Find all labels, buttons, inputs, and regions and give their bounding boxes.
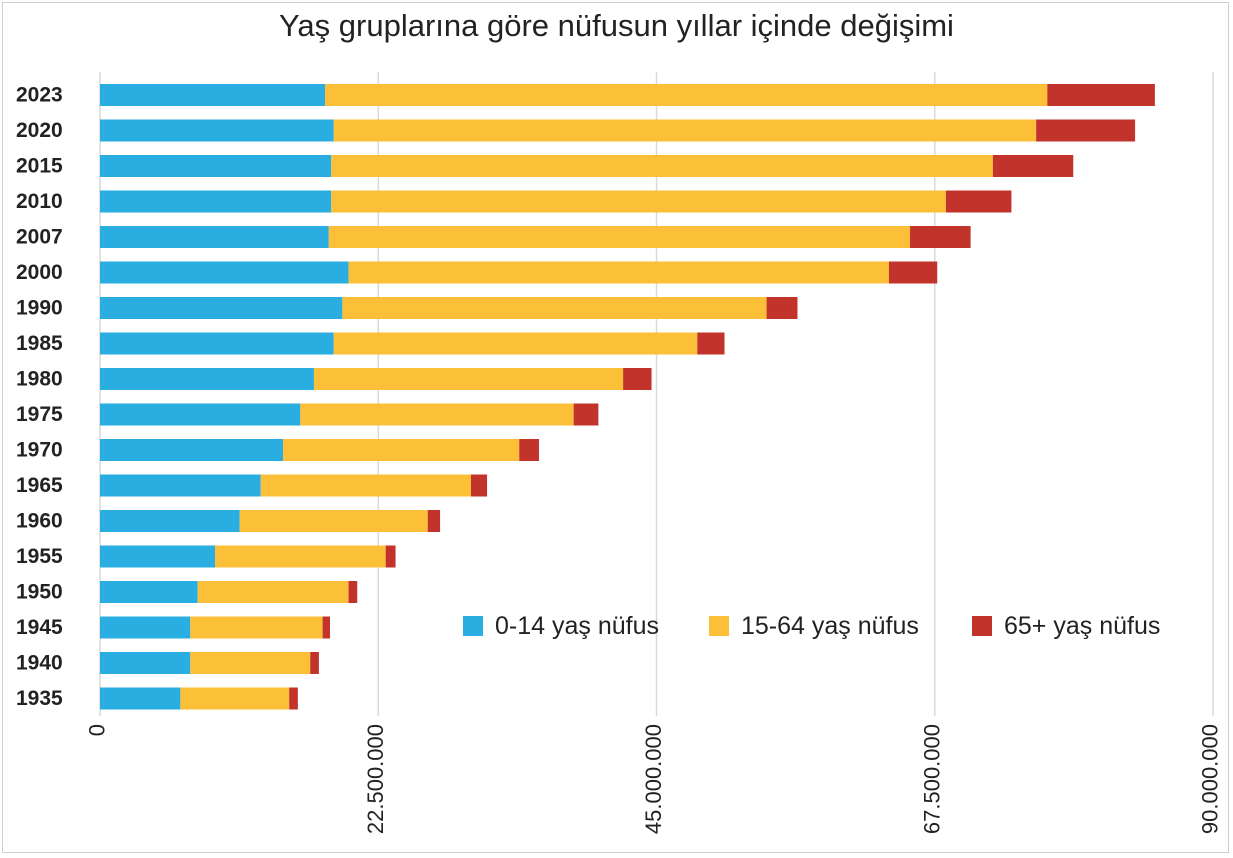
bar-segment-2007-s1 <box>328 226 911 248</box>
y-tick-label: 1955 <box>16 545 63 568</box>
bar-segment-2015-s1 <box>331 155 993 177</box>
bar-segment-1960-s1 <box>239 510 428 532</box>
y-tick-label: 2000 <box>16 261 63 284</box>
bar-segment-2023-s0 <box>100 84 326 106</box>
bar-segment-1980-s0 <box>100 368 314 390</box>
bar-segment-2007-s2 <box>910 226 971 248</box>
bar-segment-1940-s1 <box>190 652 311 674</box>
y-tick-label: 2007 <box>16 226 63 249</box>
bar-segment-1950-s0 <box>100 581 198 603</box>
bar-segment-1965-s2 <box>471 474 488 497</box>
bar-segment-2023-s1 <box>325 84 1048 106</box>
bar-segment-1935-s1 <box>180 687 290 710</box>
x-tick-label: 67.500.000 <box>919 724 944 834</box>
bar-segment-1950-s2 <box>348 581 358 603</box>
bar-segment-1945-s2 <box>322 616 331 639</box>
bar-segment-1940-s0 <box>100 652 191 674</box>
y-tick-label: 1980 <box>16 368 63 391</box>
bar-segment-1985-s1 <box>333 332 698 355</box>
bar-segment-1960-s0 <box>100 510 240 532</box>
bar-segment-1990-s0 <box>100 297 343 319</box>
bar-segment-2015-s0 <box>100 155 332 177</box>
bar-segment-1960-s2 <box>427 510 441 532</box>
bar-segment-1980-s2 <box>623 368 652 390</box>
bar-segment-2010-s2 <box>945 190 1012 213</box>
x-tick-label: 45.000.000 <box>641 724 666 834</box>
legend-label-0: 0-14 yaş nüfus <box>495 612 659 640</box>
bar-segment-1945-s0 <box>100 616 191 639</box>
y-tick-label: 1945 <box>16 616 63 639</box>
bar-segment-1970-s0 <box>100 439 284 461</box>
legend-label-2: 65+ yaş nüfus <box>1004 612 1160 640</box>
bar-segment-1935-s0 <box>100 687 181 710</box>
bar-segment-2000-s0 <box>100 261 349 284</box>
bar-segment-2010-s0 <box>100 190 332 213</box>
bar-segment-1985-s0 <box>100 332 334 355</box>
bar-segment-1970-s1 <box>283 439 520 461</box>
y-tick-label: 1960 <box>16 510 63 533</box>
bar-segment-2023-s2 <box>1047 84 1155 106</box>
y-tick-label: 2023 <box>16 84 63 107</box>
bar-segment-1935-s2 <box>289 687 298 710</box>
bar-segment-1965-s0 <box>100 474 261 497</box>
bar-segment-2000-s2 <box>888 261 938 284</box>
y-tick-label: 1970 <box>16 439 63 462</box>
y-tick-label: 1990 <box>16 297 63 320</box>
bar-segment-1955-s0 <box>100 545 216 568</box>
y-tick-label: 1935 <box>16 687 63 710</box>
bar-segment-1985-s2 <box>697 332 725 355</box>
bar-segment-2000-s1 <box>348 261 889 284</box>
bar-segment-1950-s1 <box>197 581 349 603</box>
bar-segment-2010-s1 <box>331 190 946 213</box>
bar-segment-1990-s2 <box>766 297 798 319</box>
bar-segment-2020-s0 <box>100 119 334 142</box>
y-tick-label: 1940 <box>16 652 63 675</box>
y-tick-label: 1950 <box>16 581 63 604</box>
bar-segment-2020-s2 <box>1036 119 1136 142</box>
bar-segment-2020-s1 <box>333 119 1037 142</box>
bar-segment-1965-s1 <box>260 474 471 497</box>
y-tick-label: 1975 <box>16 403 63 426</box>
bar-segment-1940-s2 <box>310 652 319 674</box>
legend-label-1: 15-64 yaş nüfus <box>741 612 919 640</box>
y-tick-label: 2015 <box>16 155 63 178</box>
legend-swatch-1 <box>709 616 729 636</box>
bar-segment-1955-s2 <box>385 545 396 568</box>
y-tick-label: 2020 <box>16 119 63 142</box>
y-tick-label: 1965 <box>16 474 63 497</box>
bar-segment-2015-s2 <box>992 155 1074 177</box>
bar-segment-1980-s1 <box>313 368 624 390</box>
bar-segment-1975-s0 <box>100 403 301 426</box>
y-tick-label: 2010 <box>16 190 63 213</box>
bar-segment-1975-s1 <box>300 403 574 426</box>
bar-segment-1970-s2 <box>519 439 540 461</box>
bar-segment-1945-s1 <box>190 616 323 639</box>
x-tick-label: 90.000.000 <box>1198 724 1223 834</box>
bar-segment-1990-s1 <box>342 297 767 319</box>
legend-swatch-2 <box>972 616 992 636</box>
y-tick-label: 1985 <box>16 332 63 355</box>
bar-segment-1975-s2 <box>573 403 599 426</box>
x-tick-label: 0 <box>85 724 110 736</box>
legend-swatch-0 <box>463 616 483 636</box>
bar-segment-1955-s1 <box>215 545 386 568</box>
chart-title: Yaş gruplarına göre nüfusun yıllar içind… <box>279 8 954 43</box>
x-tick-label: 22.500.000 <box>363 724 388 834</box>
bar-segment-2007-s0 <box>100 226 329 248</box>
